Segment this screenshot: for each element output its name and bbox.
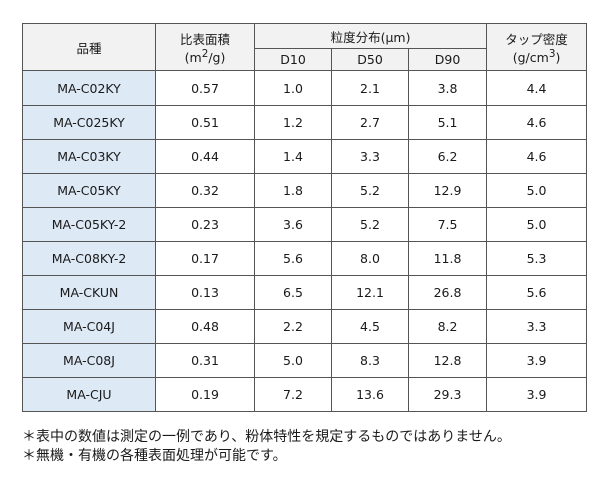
d10-cell: 6.5 [254, 275, 332, 310]
header-tap-density: タップ密度 (g/cm3) [486, 23, 588, 71]
d50-cell: 2.1 [331, 70, 409, 106]
d90-cell: 6.2 [407, 139, 488, 174]
d90-cell: 12.8 [407, 343, 488, 378]
table-row: MA-CKUN 0.13 6.5 12.1 26.8 5.6 [22, 275, 588, 310]
d10-cell: 3.6 [254, 207, 332, 242]
d50-cell: 12.1 [331, 275, 409, 310]
ssa-cell: 0.13 [155, 275, 255, 310]
d50-cell: 3.3 [331, 139, 409, 174]
tap-density-cell: 5.3 [486, 241, 588, 276]
tap-density-cell: 5.0 [486, 173, 588, 208]
header-d50: D50 [331, 48, 409, 71]
tap-density-cell: 5.6 [486, 275, 588, 310]
d90-cell: 3.8 [407, 70, 488, 106]
ssa-cell: 0.31 [155, 343, 255, 378]
d10-cell: 1.4 [254, 139, 332, 174]
ssa-cell: 0.19 [155, 377, 255, 412]
ssa-cell: 0.48 [155, 309, 255, 344]
ssa-cell: 0.57 [155, 70, 255, 106]
header-d90: D90 [407, 48, 488, 71]
table-row: MA-C04J 0.48 2.2 4.5 8.2 3.3 [22, 309, 588, 344]
d50-cell: 5.2 [331, 173, 409, 208]
ssa-cell: 0.32 [155, 173, 255, 208]
footnote: ＊無機・有機の各種表面処理が可能です。 [22, 448, 287, 464]
tap-density-cell: 3.9 [486, 377, 588, 412]
d90-cell: 7.5 [407, 207, 488, 242]
d50-cell: 5.2 [331, 207, 409, 242]
tap-density-cell: 4.4 [486, 70, 588, 106]
product-name-cell: MA-C05KY [22, 173, 156, 208]
product-name-cell: MA-C08J [22, 343, 156, 378]
header-d10: D10 [254, 48, 332, 71]
d50-cell: 4.5 [331, 309, 409, 344]
product-name-cell: MA-C05KY-2 [22, 207, 156, 242]
header-row: 品種 比表面積 (m2/g) 粒度分布(μm) タップ密度 (g/cm3) [22, 23, 588, 71]
product-name-cell: MA-C04J [22, 309, 156, 344]
d50-cell: 13.6 [331, 377, 409, 412]
ssa-unit: (m2/g) [184, 47, 226, 66]
tap-density-cell: 3.9 [486, 343, 588, 378]
ssa-cell: 0.51 [155, 105, 255, 140]
d10-cell: 1.2 [254, 105, 332, 140]
d10-cell: 1.0 [254, 70, 332, 106]
d10-cell: 1.8 [254, 173, 332, 208]
product-name-cell: MA-CKUN [22, 275, 156, 310]
d10-cell: 5.6 [254, 241, 332, 276]
header-particle-size-distribution: 粒度分布(μm) [253, 23, 488, 49]
table-row: MA-C05KY 0.32 1.8 5.2 12.9 5.0 [22, 173, 588, 208]
header-product: 品種 [22, 23, 156, 71]
powder-spec-table: 品種 比表面積 (m2/g) 粒度分布(μm) タップ密度 (g/cm3) D1… [22, 23, 588, 412]
product-name-cell: MA-C025KY [22, 105, 156, 140]
tap-density-cell: 4.6 [486, 139, 588, 174]
d50-cell: 2.7 [331, 105, 409, 140]
d90-cell: 29.3 [407, 377, 488, 412]
d50-cell: 8.3 [331, 343, 409, 378]
table-row: MA-C03KY 0.44 1.4 3.3 6.2 4.6 [22, 139, 588, 174]
footnotes: ＊表中の数値は測定の一例であり、粉体特性を規定するものではありません。 ＊無機・… [22, 428, 511, 466]
table-row: MA-C08J 0.31 5.0 8.3 12.8 3.9 [22, 343, 588, 378]
table-row: MA-C025KY 0.51 1.2 2.7 5.1 4.6 [22, 105, 588, 140]
d10-cell: 7.2 [254, 377, 332, 412]
table-row: MA-C05KY-2 0.23 3.6 5.2 7.5 5.0 [22, 207, 588, 242]
d90-cell: 5.1 [407, 105, 488, 140]
d90-cell: 26.8 [407, 275, 488, 310]
d10-cell: 5.0 [254, 343, 332, 378]
ssa-cell: 0.23 [155, 207, 255, 242]
d50-cell: 8.0 [331, 241, 409, 276]
product-name-cell: MA-C08KY-2 [22, 241, 156, 276]
product-name-cell: MA-C03KY [22, 139, 156, 174]
footnote: ＊表中の数値は測定の一例であり、粉体特性を規定するものではありません。 [22, 429, 511, 445]
subheader-row: D10 D50 D90 [23, 48, 587, 71]
table-row: MA-C02KY 0.57 1.0 2.1 3.8 4.4 [22, 70, 588, 106]
ssa-cell: 0.44 [155, 139, 255, 174]
d90-cell: 11.8 [407, 241, 488, 276]
header-specific-surface-area: 比表面積 (m2/g) [155, 23, 255, 71]
d10-cell: 2.2 [254, 309, 332, 344]
product-name-cell: MA-C02KY [22, 70, 156, 106]
ssa-cell: 0.17 [155, 241, 255, 276]
tap-density-cell: 3.3 [486, 309, 588, 344]
product-name-cell: MA-CJU [22, 377, 156, 412]
table-row: MA-C08KY-2 0.17 5.6 8.0 11.8 5.3 [22, 241, 588, 276]
table-row: MA-CJU 0.19 7.2 13.6 29.3 3.9 [22, 377, 588, 412]
tap-unit: (g/cm3) [512, 47, 561, 66]
tap-density-cell: 4.6 [486, 105, 588, 140]
d90-cell: 12.9 [407, 173, 488, 208]
tap-density-cell: 5.0 [486, 207, 588, 242]
d90-cell: 8.2 [407, 309, 488, 344]
